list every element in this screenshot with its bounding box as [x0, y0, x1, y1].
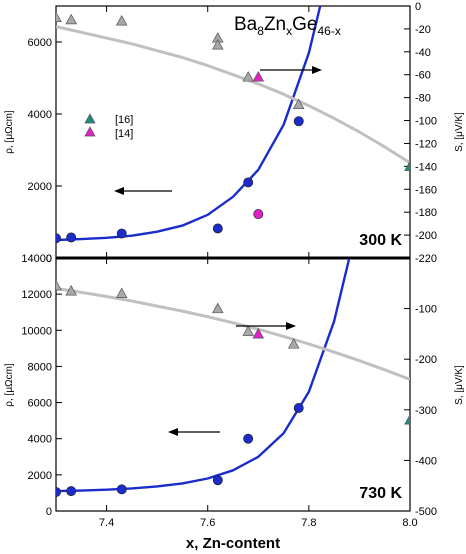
chart-title: Ba8ZnxGe46-x: [234, 14, 341, 38]
top-left-tick-label: 4000: [28, 109, 52, 121]
top-resistivity-fit-line: [56, 6, 322, 242]
top-seebeck-point: [115, 14, 128, 26]
bottom-right-tick-label: -300: [415, 405, 437, 417]
top-resistivity-point: [293, 116, 304, 127]
bottom-left-tick-label: 14000: [21, 253, 52, 265]
top-resistivity-point: [56, 233, 61, 244]
bottom-seebeck-point: [252, 327, 265, 339]
top-seebeck-point: [404, 160, 410, 171]
top-axis-ticks: 0 2000 4000 6000 0 -20 -40 -60 -80 -100 -120 -140 -1…: [28, 1, 438, 265]
top-resistivity-point: [243, 177, 254, 188]
top-seebeck-point: [252, 71, 265, 82]
bottom-left-tick-label: 8000: [28, 361, 52, 373]
top-panel-label: 300 K: [359, 232, 402, 249]
bottom-left-tick-label: 6000: [28, 398, 52, 410]
top-left-tick-label: 2000: [28, 181, 52, 193]
top-right-tick-label: -80: [415, 93, 431, 105]
bottom-left-tick-label: 10000: [21, 325, 52, 337]
top-seebeck-point: [212, 38, 224, 50]
top-seebeck-point: [56, 11, 62, 22]
top-left-tick-label: 0: [46, 253, 52, 265]
x-tick-label: 7.8: [301, 517, 316, 529]
bottom-right-tick-label: -200: [415, 354, 437, 366]
top-left-axis-label: ρ, [μΩcm]: [4, 110, 15, 154]
top-seebeck-fit-line: [56, 25, 410, 165]
x-tick-label: 7.4: [99, 517, 114, 529]
top-arrow-to-right-axis: [260, 66, 322, 74]
top-resistivity-point: [253, 209, 264, 220]
bottom-resistivity-point: [116, 484, 127, 495]
bottom-seebeck-point: [404, 413, 410, 425]
legend-marker-14: [84, 126, 96, 137]
top-right-tick-label: -120: [415, 138, 437, 150]
bottom-resistivity-point: [56, 487, 61, 497]
bottom-right-tick-label: -500: [415, 506, 437, 518]
top-resistivity-point: [66, 232, 77, 243]
bottom-left-tick-label: 12000: [21, 289, 52, 301]
top-right-tick-label: -200: [415, 230, 437, 242]
bottom-right-tick-label: -400: [415, 455, 437, 467]
bottom-seebeck-point: [287, 338, 300, 349]
bottom-axis-ticks: 0 2000 4000 6000 8000 10000 12000 14000 -100 -200…: [21, 253, 437, 529]
top-resistivity-point: [212, 223, 223, 234]
bottom-seebeck-point: [56, 279, 62, 291]
bottom-seebeck-fit-line: [56, 286, 410, 381]
top-plot-content: [56, 6, 410, 244]
top-left-tick-label: 6000: [28, 37, 52, 49]
legend-label-14: [14]: [115, 128, 133, 140]
x-tick-label: 8.0: [402, 517, 417, 529]
bottom-panel-label: 730 K: [359, 485, 402, 502]
top-seebeck-point: [292, 98, 305, 110]
x-axis-label: x, Zn-content: [186, 535, 280, 552]
top-right-axis-label: S, [μV/K]: [454, 112, 465, 152]
top-right-tick-label: -60: [415, 70, 431, 82]
top-right-tick-label: 0: [415, 1, 421, 13]
bottom-left-tick-label: 2000: [28, 470, 52, 482]
top-right-tick-label: -180: [415, 207, 437, 219]
bottom-left-tick-label: 0: [46, 506, 52, 518]
bottom-arrow-to-right-axis: [236, 322, 296, 330]
bottom-arrow-to-left-axis: [168, 428, 220, 436]
top-seebeck-point: [65, 13, 77, 25]
bottom-left-axis-label: ρ, [μΩcm]: [4, 363, 15, 407]
legend-label-16: [16]: [115, 114, 133, 126]
bottom-right-axis-label: S, [μV/K]: [454, 365, 465, 405]
x-tick-label: 7.6: [200, 517, 215, 529]
top-right-tick-label: -160: [415, 184, 437, 196]
bottom-right-tick-label: -100: [415, 304, 437, 316]
legend: [16] [14]: [84, 113, 133, 140]
bottom-resistivity-point: [212, 475, 223, 486]
bottom-resistivity-point: [243, 433, 254, 444]
top-resistivity-point: [116, 228, 127, 239]
bottom-seebeck-point: [115, 287, 128, 298]
top-right-tick-label: -20: [415, 24, 431, 36]
top-right-tick-label: -140: [415, 161, 437, 173]
bottom-seebeck-point: [65, 284, 77, 296]
bottom-resistivity-point: [293, 403, 304, 413]
bottom-resistivity-fit-line: [56, 259, 351, 493]
bottom-resistivity-point: [66, 486, 77, 497]
top-arrow-to-left-axis: [114, 187, 172, 195]
bottom-plot-content: [56, 259, 410, 497]
top-seebeck-point: [242, 71, 254, 82]
bottom-seebeck-point: [212, 302, 224, 314]
top-right-tick-label: -100: [415, 116, 437, 128]
top-right-tick-label: -40: [415, 47, 431, 59]
top-right-tick-label: -220: [415, 253, 437, 265]
legend-marker-16: [84, 113, 96, 124]
bottom-seebeck-point: [242, 325, 254, 336]
bottom-left-tick-label: 4000: [28, 434, 52, 446]
